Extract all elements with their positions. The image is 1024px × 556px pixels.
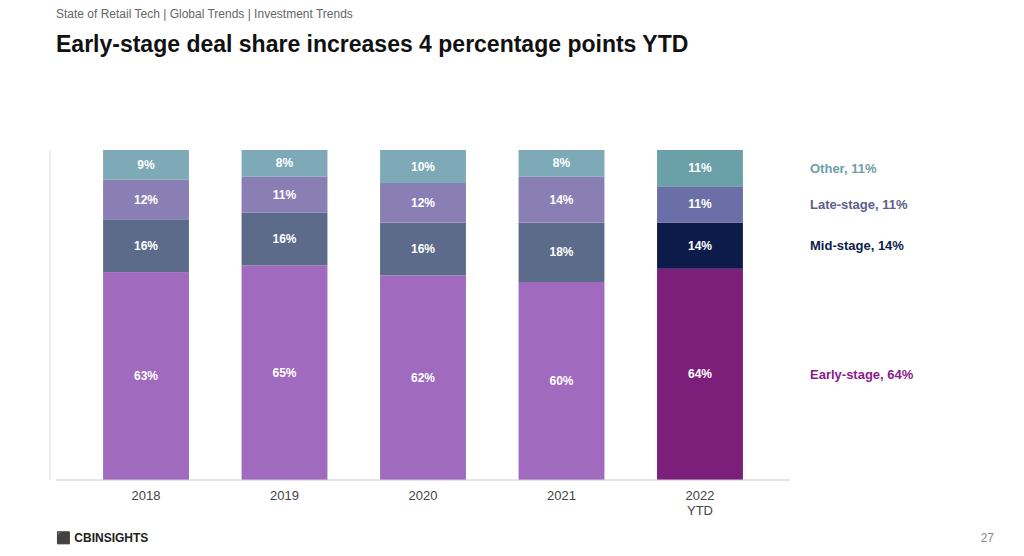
data-label: 9% bbox=[137, 158, 155, 172]
data-label: 16% bbox=[272, 232, 296, 246]
data-label: 14% bbox=[688, 239, 712, 253]
data-label: 11% bbox=[688, 197, 712, 211]
bar-segment bbox=[519, 176, 605, 222]
data-label: 8% bbox=[276, 156, 294, 170]
data-label: 12% bbox=[411, 196, 435, 210]
bar-segment bbox=[657, 223, 743, 269]
segment-label: Late-stage, 11% bbox=[810, 197, 908, 212]
bar-segment bbox=[380, 223, 466, 276]
data-label: 14% bbox=[549, 193, 573, 207]
bars bbox=[103, 150, 743, 480]
data-labels: 63% 65% 62% 60% 64% 16% 16% 16% 18% 14% 12% 11% 12% 1… bbox=[134, 156, 712, 388]
data-label: 62% bbox=[411, 371, 435, 385]
bar-segment bbox=[242, 176, 328, 212]
title: Early-stage deal share increases 4 perce… bbox=[56, 31, 688, 57]
bar-segment bbox=[657, 150, 743, 186]
bar-segment bbox=[657, 186, 743, 222]
chart: State of Retail Tech | Global Trends | I… bbox=[0, 0, 1024, 556]
x-axis-line bbox=[56, 480, 790, 481]
data-label: 63% bbox=[134, 369, 158, 383]
bar-segment bbox=[242, 266, 328, 481]
bar-segment bbox=[519, 150, 605, 176]
bar-segment bbox=[103, 150, 189, 180]
bar-segment bbox=[519, 282, 605, 480]
data-label: 10% bbox=[411, 160, 435, 174]
bar-segment bbox=[103, 272, 189, 480]
data-label: 64% bbox=[688, 367, 712, 381]
data-label: 11% bbox=[273, 188, 297, 202]
bar-segment bbox=[242, 213, 328, 266]
bar-segment bbox=[380, 150, 466, 183]
bar-segment bbox=[242, 150, 328, 176]
subtitle: State of Retail Tech | Global Trends | I… bbox=[56, 7, 353, 21]
data-label: 65% bbox=[272, 366, 296, 380]
segment-label: Early-stage, 64% bbox=[810, 367, 914, 382]
x-tick-label: 2022YTD bbox=[686, 488, 715, 518]
x-tick-label: 2019 bbox=[270, 488, 299, 503]
page-number: 27 bbox=[981, 531, 995, 545]
bar-segment bbox=[103, 219, 189, 272]
bar-segment bbox=[380, 275, 466, 480]
data-label: 60% bbox=[549, 374, 573, 388]
footer: ⬛ CBINSIGHTS bbox=[56, 531, 148, 545]
x-tick-label: 2018 bbox=[132, 488, 161, 503]
bar-segment bbox=[103, 180, 189, 220]
bar-segment bbox=[519, 223, 605, 282]
data-label: 8% bbox=[553, 156, 571, 170]
data-label: 16% bbox=[411, 242, 435, 256]
y-axis-line bbox=[50, 150, 51, 480]
segment-label: Other, 11% bbox=[810, 161, 877, 176]
segment-label: Mid-stage, 14% bbox=[810, 238, 904, 253]
bar-segment bbox=[380, 183, 466, 223]
x-tick-label: 2020 bbox=[409, 488, 438, 503]
data-label: 16% bbox=[134, 239, 158, 253]
bar-segment bbox=[657, 269, 743, 480]
data-label: 18% bbox=[549, 245, 573, 259]
background bbox=[0, 0, 1024, 556]
data-label: 11% bbox=[688, 161, 712, 175]
x-tick-label: 2021 bbox=[547, 488, 576, 503]
data-label: 12% bbox=[134, 193, 158, 207]
